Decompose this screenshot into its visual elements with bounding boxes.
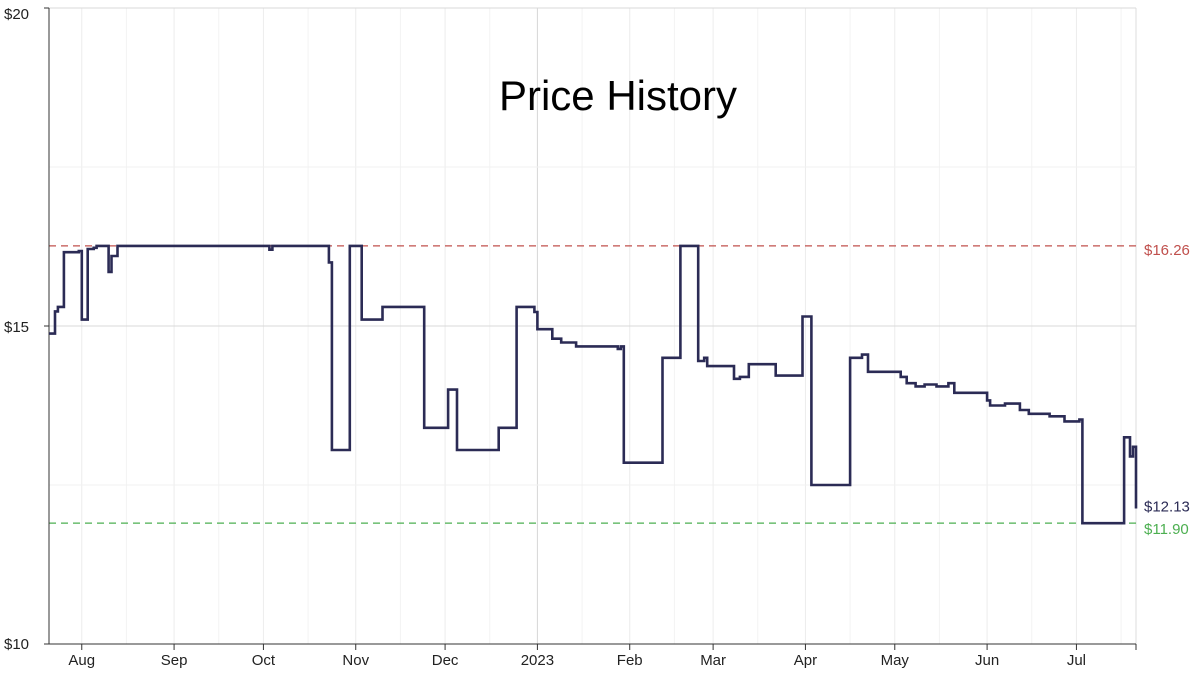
reference-line-label: $16.26 <box>1144 242 1190 259</box>
x-tick-label: Apr <box>794 652 817 669</box>
x-tick-label: Oct <box>252 652 276 669</box>
chart-title: Price History <box>499 72 737 119</box>
x-tick-label: 2023 <box>521 652 554 669</box>
x-tick-label: Dec <box>432 652 459 669</box>
x-tick-label: Jun <box>975 652 999 669</box>
x-tick-label: Mar <box>700 652 726 669</box>
series-group <box>49 244 1138 525</box>
x-tick-label: Nov <box>342 652 369 669</box>
x-tick-label: May <box>881 652 910 669</box>
y-tick-label: $20 <box>4 6 29 23</box>
x-tick-label: Jul <box>1067 652 1086 669</box>
y-ticks: $10 $15 $20 <box>4 6 49 653</box>
reference-line-label: $11.90 <box>1144 521 1189 538</box>
grid-lines <box>49 7 1137 650</box>
y-tick-label: $10 <box>4 636 29 653</box>
x-tick-label: Aug <box>68 652 95 669</box>
x-tick-label: Sep <box>161 652 188 669</box>
reference-lines <box>49 245 1136 524</box>
reference-labels: $16.26 $11.90 $12.13 <box>1144 242 1190 538</box>
x-tick-label: Feb <box>617 652 643 669</box>
x-ticks: Aug Sep Oct Nov Dec 2023 Feb Mar Apr May Jun Jul <box>68 644 1137 669</box>
price-series-line <box>49 244 1138 525</box>
last-price-label: $12.13 <box>1144 499 1190 516</box>
y-tick-label: $15 <box>4 319 29 336</box>
